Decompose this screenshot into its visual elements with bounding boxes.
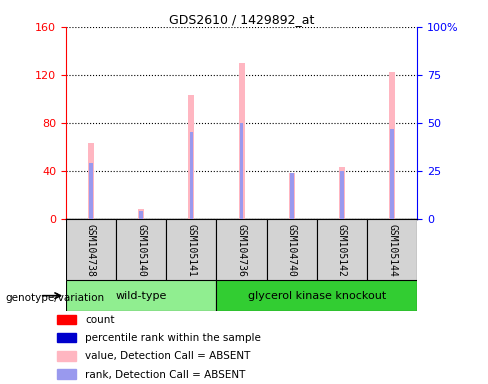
Bar [66, 219, 116, 280]
Text: value, Detection Call = ABSENT: value, Detection Call = ABSENT [85, 351, 250, 361]
Text: percentile rank within the sample: percentile rank within the sample [85, 333, 261, 343]
Bar [340, 171, 344, 219]
Bar [239, 63, 244, 219]
Bar [339, 167, 345, 219]
Text: GSM104740: GSM104740 [287, 224, 297, 276]
Bar [240, 123, 244, 219]
Text: rank, Detection Call = ABSENT: rank, Detection Call = ABSENT [85, 369, 245, 379]
Text: GSM104738: GSM104738 [86, 224, 96, 276]
Bar [290, 173, 293, 219]
Bar [190, 132, 193, 219]
Text: GSM105144: GSM105144 [387, 224, 397, 276]
Bar [57, 315, 76, 324]
Bar [266, 219, 317, 280]
Bar [217, 219, 266, 280]
Bar [389, 73, 395, 219]
Text: count: count [85, 315, 115, 325]
Text: genotype/variation: genotype/variation [5, 293, 104, 303]
Bar [89, 163, 93, 219]
Bar [390, 129, 394, 219]
Text: glycerol kinase knockout: glycerol kinase knockout [248, 291, 386, 301]
Title: GDS2610 / 1429892_at: GDS2610 / 1429892_at [169, 13, 314, 26]
Text: GSM105140: GSM105140 [136, 224, 146, 276]
Bar [57, 369, 76, 379]
Bar [140, 211, 143, 219]
Text: GSM104736: GSM104736 [237, 224, 246, 276]
Bar [367, 219, 417, 280]
Bar [57, 333, 76, 343]
Bar [317, 219, 367, 280]
Bar [138, 209, 144, 219]
Bar [116, 219, 166, 280]
Bar [66, 280, 217, 311]
Bar [289, 173, 295, 219]
Bar [88, 143, 94, 219]
Bar [217, 280, 417, 311]
Text: GSM105142: GSM105142 [337, 224, 347, 276]
Bar [166, 219, 217, 280]
Text: wild-type: wild-type [116, 291, 167, 301]
Bar [57, 351, 76, 361]
Bar [188, 95, 194, 219]
Text: GSM105141: GSM105141 [186, 224, 196, 276]
